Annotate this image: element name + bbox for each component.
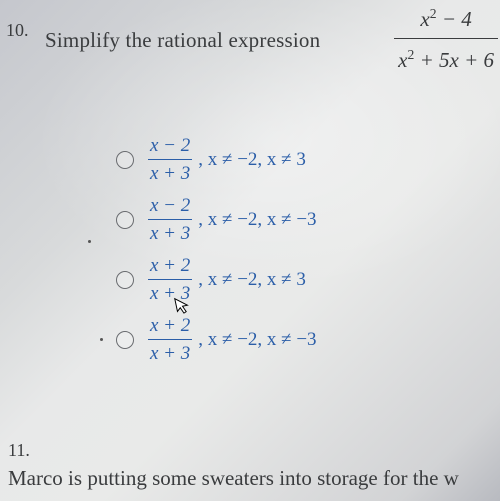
radio-icon[interactable] <box>116 151 134 169</box>
question-11-prompt: Marco is putting some sweaters into stor… <box>8 466 459 491</box>
option-b-constraints: , x ≠ −2, x ≠ −3 <box>198 209 316 231</box>
expression-numerator: x2 − 4 <box>394 6 498 38</box>
question-11-number: 11. <box>8 440 30 461</box>
question-10-expression: x2 − 4 x2 + 5x + 6 <box>394 6 498 73</box>
option-a-constraints: , x ≠ −2, x ≠ 3 <box>198 149 306 171</box>
option-c-constraints: , x ≠ −2, x ≠ 3 <box>198 269 306 291</box>
option-d[interactable]: x + 2 x + 3 , x ≠ −2, x ≠ −3 <box>116 315 317 365</box>
radio-icon[interactable] <box>116 271 134 289</box>
option-c[interactable]: x + 2 x + 3 , x ≠ −2, x ≠ 3 <box>116 255 317 305</box>
answer-options: x − 2 x + 3 , x ≠ −2, x ≠ 3 x − 2 x + 3 … <box>116 135 317 375</box>
radio-icon[interactable] <box>116 331 134 349</box>
option-d-fraction: x + 2 x + 3 <box>148 315 192 365</box>
question-10-number: 10. <box>6 20 29 41</box>
option-a-fraction: x − 2 x + 3 <box>148 135 192 185</box>
dust-speck <box>88 240 91 243</box>
option-d-constraints: , x ≠ −2, x ≠ −3 <box>198 329 316 351</box>
option-a[interactable]: x − 2 x + 3 , x ≠ −2, x ≠ 3 <box>116 135 317 185</box>
option-c-fraction: x + 2 x + 3 <box>148 255 192 305</box>
expression-denominator: x2 + 5x + 6 <box>394 38 498 73</box>
dust-speck <box>100 338 103 341</box>
screenshot-root: 10. Simplify the rational expression x2 … <box>0 0 500 501</box>
option-b[interactable]: x − 2 x + 3 , x ≠ −2, x ≠ −3 <box>116 195 317 245</box>
radio-icon[interactable] <box>116 211 134 229</box>
option-b-fraction: x − 2 x + 3 <box>148 195 192 245</box>
question-10-prompt: Simplify the rational expression <box>45 28 320 53</box>
